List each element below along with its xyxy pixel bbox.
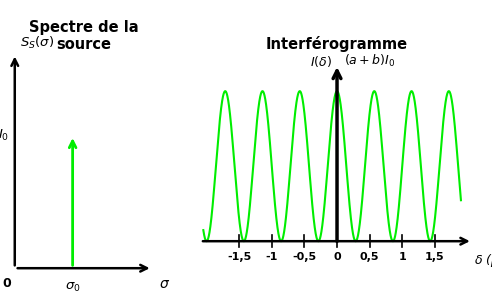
- Text: 1: 1: [399, 252, 406, 262]
- Text: 0,5: 0,5: [360, 252, 379, 262]
- Text: $\delta$ (μm): $\delta$ (μm): [474, 252, 492, 269]
- Text: -1: -1: [266, 252, 278, 262]
- Text: $(a+b)I_0$: $(a+b)I_0$: [343, 52, 395, 69]
- Text: -1,5: -1,5: [227, 252, 251, 262]
- Text: $I(\delta)$: $I(\delta)$: [310, 54, 332, 69]
- Text: $\sigma$: $\sigma$: [159, 277, 171, 291]
- Text: $I_0$: $I_0$: [0, 128, 9, 143]
- Title: Interférogramme: Interférogramme: [266, 36, 408, 52]
- Text: 0: 0: [2, 277, 11, 290]
- Text: $\sigma_0$: $\sigma_0$: [65, 281, 81, 294]
- Text: $S_S(\sigma)$: $S_S(\sigma)$: [20, 35, 55, 52]
- Text: 1,5: 1,5: [425, 252, 445, 262]
- Text: -0,5: -0,5: [292, 252, 316, 262]
- Title: Spectre de la
source: Spectre de la source: [29, 20, 138, 52]
- Text: 0: 0: [333, 252, 341, 262]
